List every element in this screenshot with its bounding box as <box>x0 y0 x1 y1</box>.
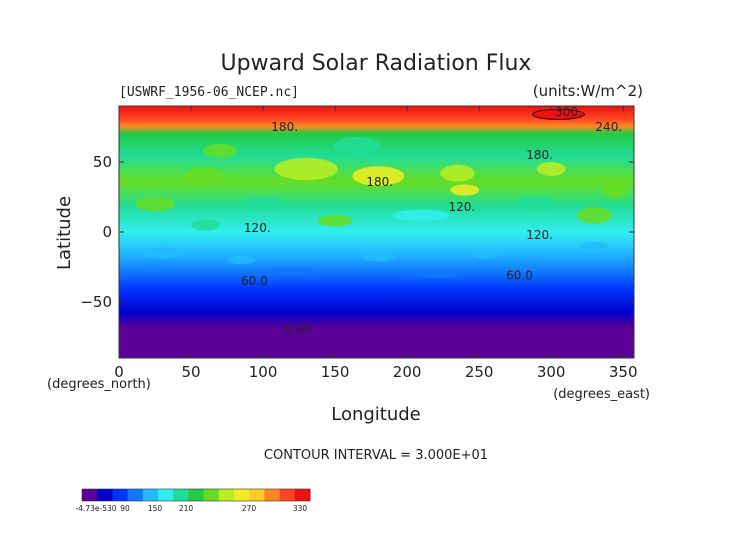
colorbar-swatch <box>203 489 220 501</box>
colorbar-swatch <box>249 489 265 501</box>
contour-label: 0.00 <box>284 322 311 336</box>
flux-patch <box>352 166 405 186</box>
y-tick-label: 0 <box>102 223 112 241</box>
flux-patch <box>202 143 238 158</box>
y-tick-label: −50 <box>80 293 112 311</box>
x-tick-label: 0 <box>114 363 124 381</box>
x-tick-label: 250 <box>465 363 494 381</box>
flux-patch <box>317 215 353 227</box>
flux-patch <box>361 253 396 262</box>
flux-patch <box>440 164 475 182</box>
units-label: (units:W/m^2) <box>533 82 643 100</box>
contour-label: 120. <box>244 221 271 235</box>
flux-patch <box>536 162 566 176</box>
contour-label: 300. <box>555 105 582 119</box>
flux-patch <box>412 269 459 279</box>
x-axis: 0 50 100 150 200 250 300 350 <box>114 106 638 381</box>
y-tick-label: 50 <box>93 153 112 171</box>
colorbar-swatch <box>142 489 159 501</box>
colorbar-tick-label: -4.73e-530 <box>75 504 116 513</box>
flux-patch <box>450 184 480 196</box>
colorbar-tick-label: 330 <box>293 504 308 513</box>
colorbar-tick-label: 150 <box>148 504 163 513</box>
colorbar-swatch <box>188 489 205 501</box>
contour-line <box>531 109 585 120</box>
flux-patch <box>265 267 318 276</box>
contour-label: 180. <box>366 175 393 189</box>
flux-patch <box>139 247 186 259</box>
x-tick-label: 150 <box>321 363 350 381</box>
flux-patch <box>471 250 501 259</box>
flux-patch <box>604 181 628 199</box>
x-tick-label: 100 <box>249 363 278 381</box>
flux-patch <box>240 197 287 211</box>
colorbar-swatch <box>127 489 144 501</box>
colorbar-swatch <box>97 489 113 501</box>
colorbar-ticks: -4.73e-530 90 150 210 270 330 <box>75 504 307 513</box>
colorbar-swatch <box>294 489 311 501</box>
colorbar-swatch <box>279 489 296 501</box>
x-tick-label: 350 <box>609 363 638 381</box>
y-axis: −50 0 50 <box>80 153 634 311</box>
colorbar-swatch <box>173 489 189 501</box>
flux-patch <box>577 206 612 224</box>
colorbar-tick-label: 90 <box>120 504 130 513</box>
chart-title: Upward Solar Radiation Flux <box>221 51 532 76</box>
colorbar-swatch <box>234 489 250 501</box>
colorbar-swatch <box>264 489 281 501</box>
colorbar-frame <box>81 488 311 502</box>
flux-patch <box>392 209 451 221</box>
flux-patch <box>134 197 176 211</box>
x-tick-label: 300 <box>537 363 566 381</box>
contour-label: 240. <box>595 120 622 134</box>
flux-patches <box>134 109 628 279</box>
colorbar-swatch <box>82 489 98 501</box>
flux-patch <box>532 109 585 120</box>
flux-patch <box>274 157 338 181</box>
file-label: [USWRF_1956-06_NCEP.nc] <box>119 85 299 100</box>
colorbar-swatch <box>158 489 174 501</box>
flux-patch <box>516 197 557 211</box>
x-tick-label: 50 <box>181 363 200 381</box>
x-unit-label: (degrees_east) <box>553 387 650 402</box>
contour-label: 180. <box>526 148 553 162</box>
flux-patch <box>227 255 256 265</box>
flux-patch <box>191 219 220 231</box>
contour-interval: CONTOUR INTERVAL = 3.000E+01 <box>264 448 488 463</box>
flux-patch <box>579 241 609 251</box>
colorbar-swatch <box>112 489 129 501</box>
contour-label: 180. <box>271 120 298 134</box>
x-tick-label: 200 <box>393 363 422 381</box>
contour-label: 60.0 <box>506 269 533 283</box>
colorbar <box>81 488 311 502</box>
x-axis-title: Longitude <box>331 404 421 425</box>
flux-patch <box>333 136 380 154</box>
contour-labels: 300. 240. 180. 180. 180. 120. 120. 120. 60.0 60.0… <box>241 105 622 336</box>
colorbar-swatch <box>218 489 235 501</box>
contour-label: 120. <box>448 200 475 214</box>
y-unit-label: (degrees_north) <box>47 377 151 392</box>
colorbar-tick-label: 210 <box>179 504 194 513</box>
contour-label: 60.0 <box>241 274 268 288</box>
flux-patch <box>185 167 226 185</box>
plot-area: 300. 240. 180. 180. 180. 120. 120. 120. 60.0 60.0… <box>119 105 634 358</box>
contour-label: 120. <box>526 228 553 242</box>
colorbar-tick-label: 270 <box>242 504 257 513</box>
y-axis-title: Latitude <box>54 196 75 270</box>
